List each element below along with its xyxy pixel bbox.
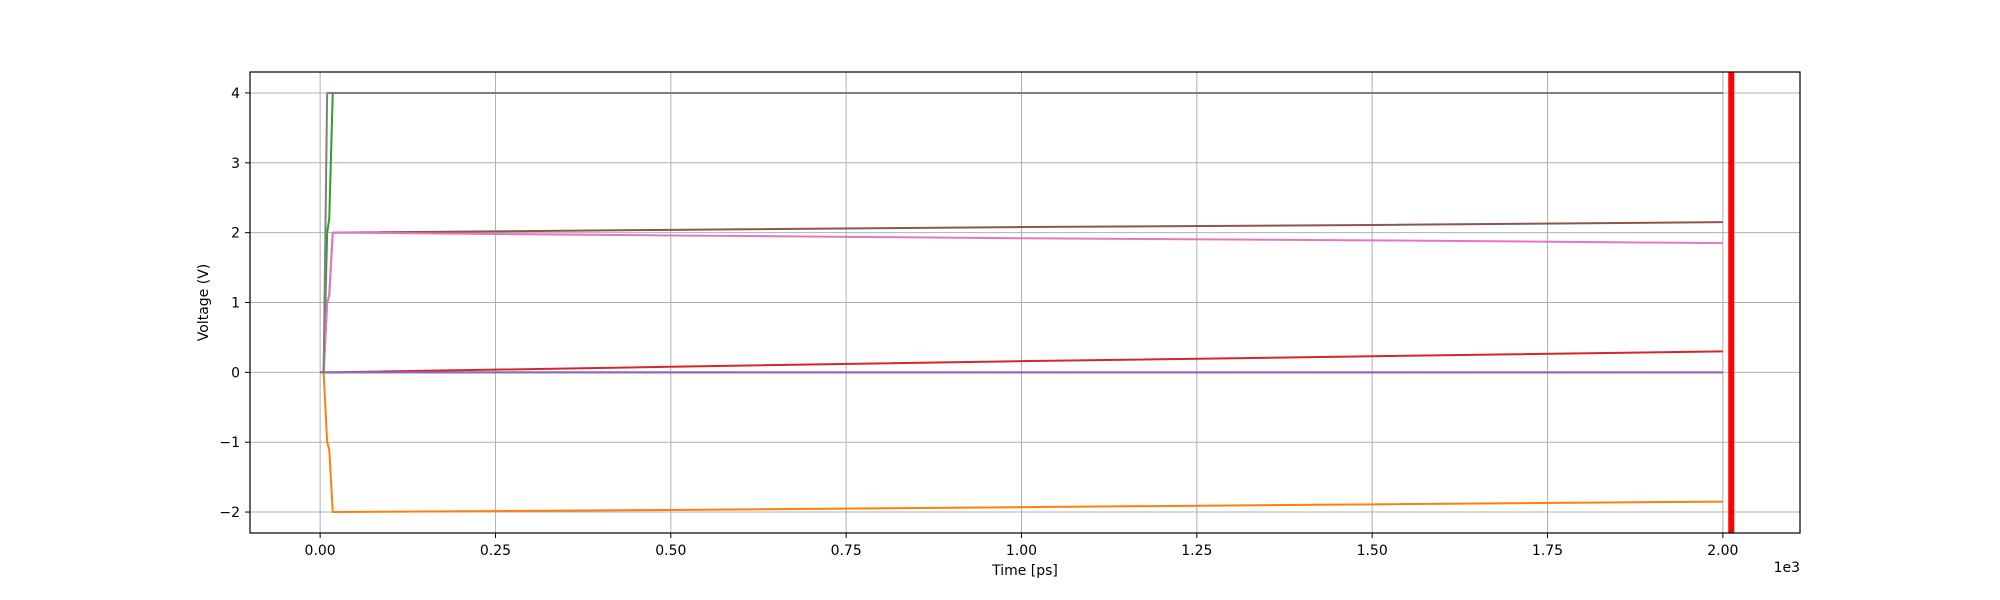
x-tick-label: 2.00	[1707, 543, 1738, 559]
x-tick-label: 0.75	[831, 543, 862, 559]
x-tick-label: 0.00	[305, 543, 336, 559]
x-tick-label: 1.50	[1357, 543, 1388, 559]
y-tick-label: 3	[231, 156, 240, 172]
x-tick-label: 1.25	[1181, 543, 1212, 559]
x-axis-scale-label: 1e3	[1774, 560, 1800, 576]
y-tick-label: 2	[231, 226, 240, 242]
x-axis-ticks: 0.00 0.25 0.50 0.75 1.00 1.25 1.50 1.75 2.00	[305, 533, 1738, 559]
grid-lines	[250, 72, 1800, 533]
series-lines	[320, 91, 1723, 514]
x-tick-label: 0.50	[655, 543, 686, 559]
x-axis-label: Time [ps]	[991, 563, 1058, 579]
x-tick-label: 1.75	[1532, 543, 1563, 559]
x-tick-label: 0.25	[480, 543, 511, 559]
y-tick-label: 1	[231, 296, 240, 312]
y-axis-ticks: −2 −1 0 1 2 3 4	[219, 86, 250, 521]
y-tick-label: 0	[231, 365, 240, 381]
y-tick-label: 4	[231, 86, 240, 102]
series-line	[320, 371, 1723, 514]
x-tick-label: 1.00	[1006, 543, 1037, 559]
y-tick-label: −2	[219, 505, 240, 521]
y-axis-label: Voltage (V)	[196, 264, 212, 341]
series-line	[320, 91, 1723, 374]
y-tick-label: −1	[219, 435, 240, 451]
